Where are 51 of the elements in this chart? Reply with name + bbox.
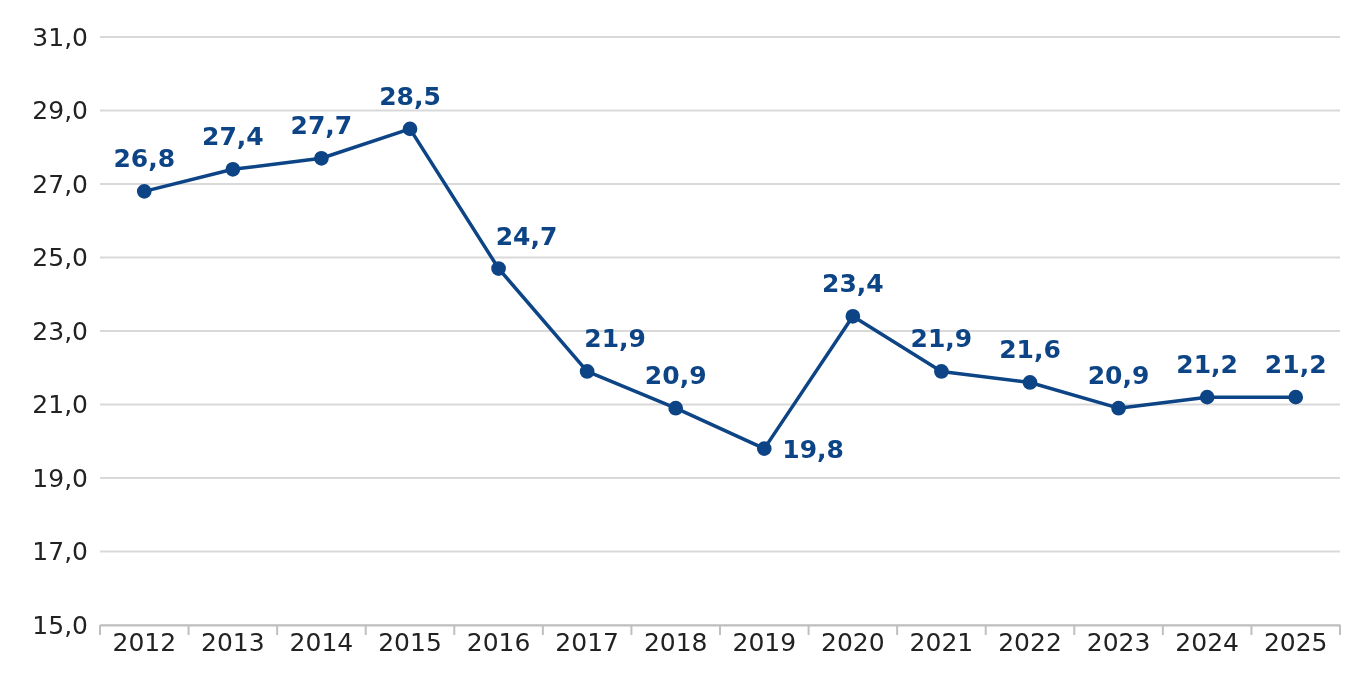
y-tick-label: 25,0: [32, 243, 88, 272]
data-label: 19,8: [782, 434, 844, 464]
x-tick-label: 2021: [909, 627, 974, 657]
x-tick-label: 2017: [555, 627, 619, 657]
point: [402, 121, 418, 137]
point: [756, 441, 772, 456]
data-label: 20,9: [644, 361, 707, 391]
y-tick-label: 19,0: [32, 463, 88, 493]
data-label: 27,7: [290, 111, 353, 141]
data-label: 21,9: [584, 324, 646, 354]
data-label: 23,4: [822, 269, 884, 299]
data-label: 21,6: [999, 335, 1061, 365]
x-tick-label: 2013: [201, 627, 265, 657]
y-tick-label: 15,0: [32, 610, 88, 640]
y-tick-label: 21,0: [32, 390, 88, 419]
data-label: 27,4: [202, 122, 264, 152]
y-tick-label: 31,0: [32, 22, 88, 52]
x-tick-label: 2022: [998, 627, 1062, 657]
x-tick-label: 2019: [732, 627, 797, 657]
x-tick-label: 2024: [1175, 627, 1239, 657]
point: [1022, 375, 1038, 390]
x-tick-label: 2018: [643, 627, 708, 657]
y-tick-label: 23,0: [32, 316, 88, 346]
point: [136, 184, 152, 199]
point: [934, 364, 949, 379]
point: [845, 308, 861, 324]
point: [1111, 400, 1126, 416]
x-tick-label: 2025: [1263, 627, 1328, 657]
data-label: 21,9: [910, 324, 973, 354]
data-label: 26,8: [113, 144, 176, 174]
x-tick-label: 2012: [112, 627, 177, 657]
data-label: 21,2: [1264, 350, 1327, 380]
data-label: 28,5: [379, 81, 441, 111]
point: [1288, 389, 1304, 405]
point: [314, 150, 329, 166]
point: [225, 161, 241, 177]
x-tick-label: 2020: [821, 627, 885, 657]
point: [1199, 389, 1215, 405]
data-label: 20,9: [1087, 361, 1150, 391]
data-label: 21,2: [1176, 350, 1238, 380]
point: [491, 261, 506, 276]
point: [668, 400, 684, 416]
x-tick-label: 2023: [1086, 627, 1151, 657]
y-tick-label: 17,0: [32, 537, 88, 566]
x-tick-label: 2016: [466, 627, 531, 657]
y-tick-label: 27,0: [32, 169, 88, 199]
data-label: 24,7: [495, 221, 558, 251]
x-tick-label: 2015: [378, 627, 442, 657]
y-tick-label: 29,0: [32, 96, 88, 125]
x-tick-label: 2014: [289, 627, 354, 657]
point: [579, 364, 595, 379]
